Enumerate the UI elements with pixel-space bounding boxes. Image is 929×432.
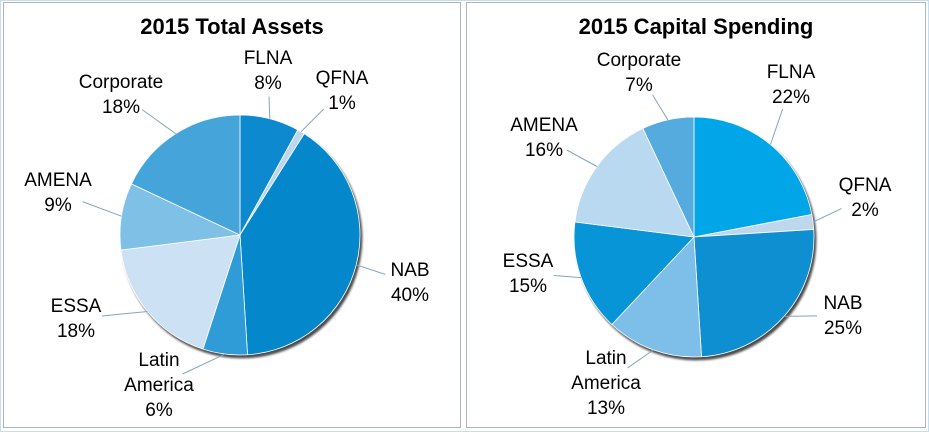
slice-label-qfna: QFNA 2% — [839, 175, 892, 221]
slice-label-nab: NAB 40% — [390, 260, 429, 306]
slice-label-corporate: Corporate 7% — [597, 50, 682, 96]
slice-label-flna: FLNA 22% — [767, 62, 816, 108]
leader-line-flna — [770, 108, 784, 145]
pie-slice-essa — [120, 234, 241, 350]
leader-line-corporate — [652, 94, 669, 121]
pie-slice-corporate — [130, 114, 241, 236]
pie-slice-essa — [573, 221, 695, 326]
leader-line-corporate — [141, 109, 176, 135]
leader-line-latin-america — [182, 353, 226, 375]
pie-chart-capital-spending: FLNA 22% QFNA 2% NAB 25% Latin America 13% ESSA 15… — [503, 50, 892, 419]
chart-panel-capital-spending: FLNA 22% QFNA 2% NAB 25% Latin America 13% ESSA 15… — [466, 2, 926, 428]
leader-line-essa — [101, 311, 148, 317]
pie-chart-total-assets: FLNA 8% QFNA 1% NAB 40% Latin America 6% ESSA 18% A… — [24, 48, 429, 421]
leader-line-qfna — [300, 108, 325, 133]
leader-line-essa — [553, 275, 582, 279]
leader-line-qfna — [812, 208, 842, 223]
slice-label-nab: NAB 25% — [823, 293, 862, 339]
slice-label-qfna: QFNA 1% — [316, 68, 369, 114]
leader-line-nab — [356, 264, 386, 275]
chart-title-total-assets: 2015 Total Assets — [140, 14, 324, 39]
slice-label-amena: AMENA 16% — [510, 115, 578, 161]
leader-line-amena — [82, 201, 122, 217]
slice-label-flna: FLNA 8% — [244, 48, 293, 94]
chart-panel-total-assets: FLNA 8% QFNA 1% NAB 40% Latin America 6% ESSA 18% A… — [3, 2, 461, 428]
leader-line-latin-america — [627, 349, 654, 369]
pie-slice-corporate — [642, 116, 695, 238]
leader-line-nab — [783, 315, 818, 317]
leader-line-flna — [268, 96, 271, 119]
chart-title-capital-spending: 2015 Capital Spending — [578, 14, 814, 39]
pie-slice-flna — [693, 116, 813, 238]
pie-slice-latin-america — [611, 236, 702, 358]
slice-label-latin-america: Latin America 13% — [571, 348, 641, 419]
slice-label-amena: AMENA 9% — [24, 170, 92, 216]
slice-label-corporate: Corporate 18% — [79, 72, 164, 118]
slice-label-essa: ESSA 18% — [51, 296, 102, 342]
pie-slice-amena — [574, 127, 695, 238]
slice-label-latin-america: Latin America 6% — [124, 350, 194, 421]
slice-label-essa: ESSA 15% — [503, 251, 554, 297]
leader-line-amena — [566, 149, 598, 167]
pie-slice-nab — [693, 229, 815, 358]
